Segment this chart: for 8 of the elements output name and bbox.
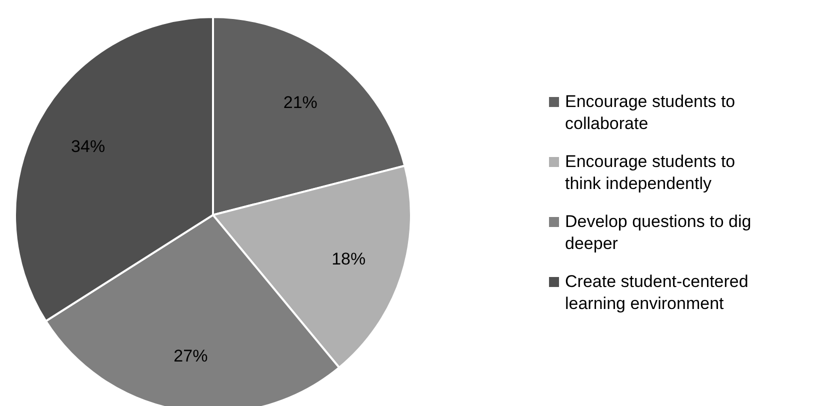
data-label: 27%: [174, 346, 208, 366]
data-label: 34%: [71, 136, 106, 156]
legend-label: Encourage students to collaborate: [565, 91, 736, 135]
data-label: 18%: [332, 250, 366, 269]
data-label: 21%: [283, 92, 318, 112]
legend-label: Create student-centered learning environment: [565, 271, 750, 315]
legend-label: Encourage students to think independently: [565, 151, 736, 195]
legend-label: Develop questions to dig deeper: [565, 211, 752, 255]
